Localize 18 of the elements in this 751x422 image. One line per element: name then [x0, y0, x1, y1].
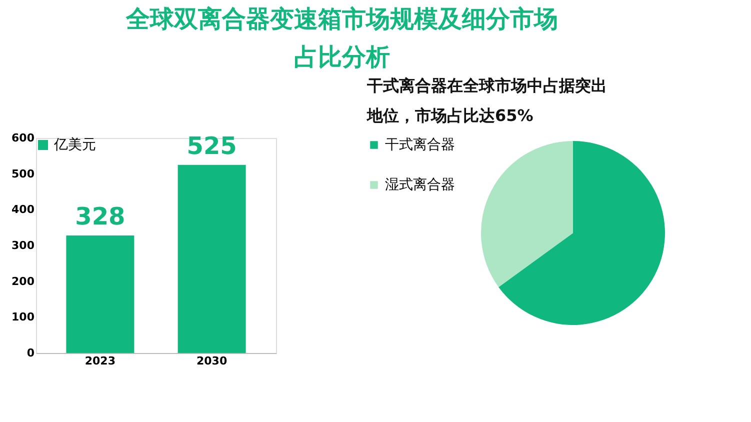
legend-label: 干式离合器 [385, 137, 455, 153]
pie-slice [481, 141, 573, 288]
legend-label: 湿式离合器 [385, 177, 455, 193]
data-label: 328 [75, 202, 126, 230]
x-tick-label: 2023 [84, 354, 116, 368]
chart-title: 干式离合器在全球市场中占据突出地位，市场占比达65% [366, 76, 607, 125]
y-tick-label: 100 [12, 310, 35, 324]
y-tick-label: 500 [12, 167, 35, 180]
y-tick-label: 600 [12, 132, 35, 144]
pie-slice [498, 141, 665, 325]
y-tick-label: 200 [12, 274, 35, 288]
text: 全球双离合器变速箱市场规模及细分市场占比分析 [124, 5, 558, 71]
y-tick-label: 400 [12, 203, 35, 216]
data-label: 525 [186, 132, 237, 160]
y-tick-label: 300 [12, 239, 35, 252]
legend-label: 亿美元 [53, 137, 96, 153]
y-tick-label: 0 [26, 346, 35, 360]
x-tick-label: 2030 [196, 354, 228, 368]
